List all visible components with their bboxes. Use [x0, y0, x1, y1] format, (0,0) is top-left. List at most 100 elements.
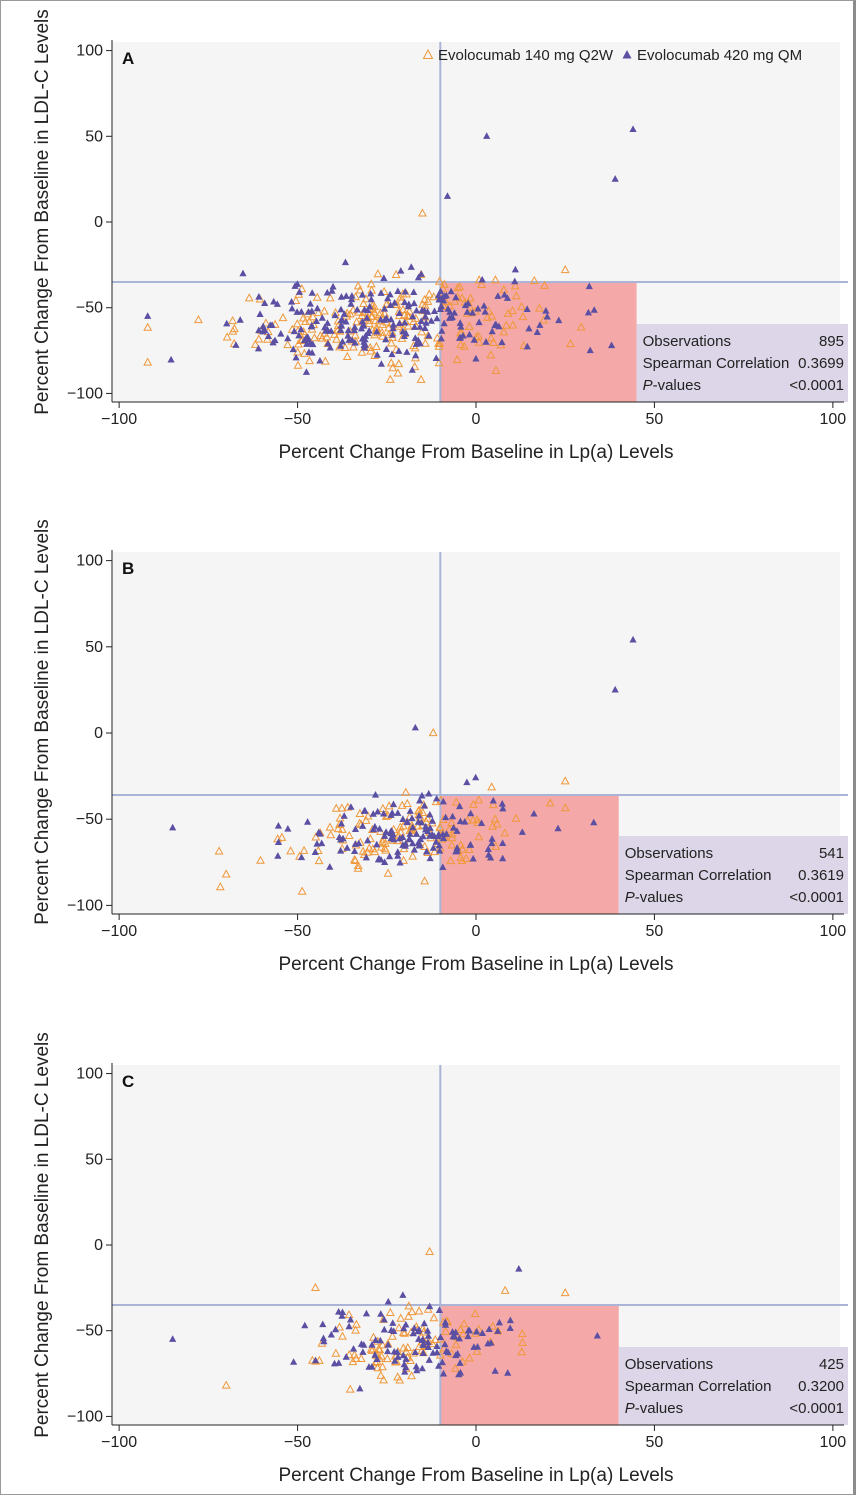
point-qm: [384, 294, 392, 302]
point-q2w: [396, 296, 406, 305]
point-qm: [554, 824, 562, 832]
y-tick-label: −100: [67, 897, 103, 914]
legend-qm-label: Evolocumab 420 mg QM: [637, 47, 802, 64]
point-qm: [326, 343, 334, 351]
point-qm: [381, 858, 389, 866]
point-qm: [483, 132, 491, 139]
point-qm: [411, 723, 419, 731]
point-qm: [342, 292, 350, 299]
point-qm: [410, 299, 418, 307]
point-qm: [377, 1310, 385, 1317]
point-qm: [303, 818, 312, 825]
point-q2w: [292, 319, 302, 328]
correlation-label: Spearman Correlation: [625, 867, 772, 884]
panel-letter: C: [122, 1072, 134, 1091]
point-qm: [449, 823, 458, 831]
point-q2w: [298, 313, 308, 322]
point-qm: [380, 1315, 388, 1323]
point-qm: [400, 1360, 408, 1368]
stats-box: Observations 895 Spearman Correlation 0.369…: [636, 324, 848, 402]
point-qm: [429, 844, 437, 851]
point-qm: [308, 307, 316, 314]
y-tick-label: −100: [67, 1408, 103, 1425]
point-qm: [406, 807, 414, 814]
p-values-label-rest: -values: [635, 889, 683, 906]
point-q2w: [416, 374, 426, 383]
point-qm: [416, 796, 424, 804]
point-q2w: [386, 358, 396, 367]
point-qm: [418, 1364, 426, 1372]
point-qm: [302, 334, 310, 341]
point-qm: [144, 312, 152, 319]
point-qm: [409, 312, 417, 320]
point-qm: [498, 338, 506, 346]
point-qm: [555, 316, 563, 324]
point-q2w: [500, 828, 510, 837]
point-qm: [167, 355, 175, 363]
point-qm: [359, 822, 367, 829]
point-q2w: [344, 1309, 354, 1319]
point-q2w: [366, 1344, 376, 1353]
point-q2w: [517, 1347, 527, 1356]
point-q2w: [215, 882, 225, 891]
y-axis-label: Percent Change From Baseline in LDL-C Le…: [32, 1032, 53, 1438]
point-qm: [402, 839, 410, 847]
point-qm: [464, 1332, 472, 1340]
point-q2w: [404, 1301, 414, 1310]
stats-box-bg: [618, 1347, 848, 1425]
point-qm: [254, 344, 263, 352]
y-tick-label: −50: [76, 811, 103, 828]
x-tick-label: −50: [284, 411, 311, 428]
x-tick-label: −100: [101, 1434, 137, 1451]
point-qm: [361, 341, 369, 348]
correlation-value: 0.3699: [798, 355, 844, 372]
point-q2w: [379, 1375, 389, 1384]
point-qm: [484, 845, 492, 852]
point-qm: [419, 1335, 427, 1343]
legend-q2w-marker: [422, 48, 434, 59]
point-qm: [515, 1265, 523, 1272]
point-qm: [417, 317, 425, 325]
point-q2w: [221, 869, 231, 878]
point-qm: [386, 301, 395, 308]
point-qm: [337, 305, 345, 313]
point-qm: [359, 1348, 367, 1355]
point-qm: [435, 841, 443, 849]
point-qm: [330, 1359, 339, 1367]
point-qm: [388, 331, 397, 338]
point-q2w: [450, 296, 460, 305]
point-q2w: [474, 795, 484, 804]
point-q2w: [256, 855, 265, 864]
point-q2w: [221, 1380, 231, 1389]
stats-box: Observations 541 Spearman Correlation 0.361…: [618, 836, 848, 914]
point-q2w: [355, 285, 365, 294]
point-qm: [389, 1319, 397, 1326]
x-tick-label: 0: [472, 923, 481, 940]
point-q2w: [331, 803, 341, 812]
point-qm: [611, 685, 619, 693]
point-qm: [401, 1368, 409, 1375]
point-qm: [426, 1302, 434, 1310]
point-qm: [271, 336, 279, 344]
p-value: <0.0001: [789, 1400, 844, 1417]
panel-letter: A: [122, 49, 134, 68]
point-q2w: [368, 844, 378, 853]
point-q2w: [438, 283, 448, 292]
point-q2w: [484, 306, 494, 315]
point-q2w: [468, 799, 478, 808]
observations-value: 425: [819, 1356, 844, 1373]
point-qm: [371, 790, 380, 798]
point-qm: [464, 299, 472, 307]
point-qm: [401, 318, 409, 326]
point-qm: [435, 1306, 444, 1313]
point-q2w: [439, 1343, 449, 1352]
point-q2w: [529, 275, 539, 284]
point-qm: [432, 354, 440, 362]
point-qm: [487, 853, 495, 861]
point-qm: [274, 822, 283, 829]
point-q2w: [283, 339, 293, 349]
point-qm: [424, 1338, 432, 1346]
point-qm: [302, 368, 311, 375]
point-qm: [410, 323, 419, 330]
point-qm: [409, 823, 417, 831]
